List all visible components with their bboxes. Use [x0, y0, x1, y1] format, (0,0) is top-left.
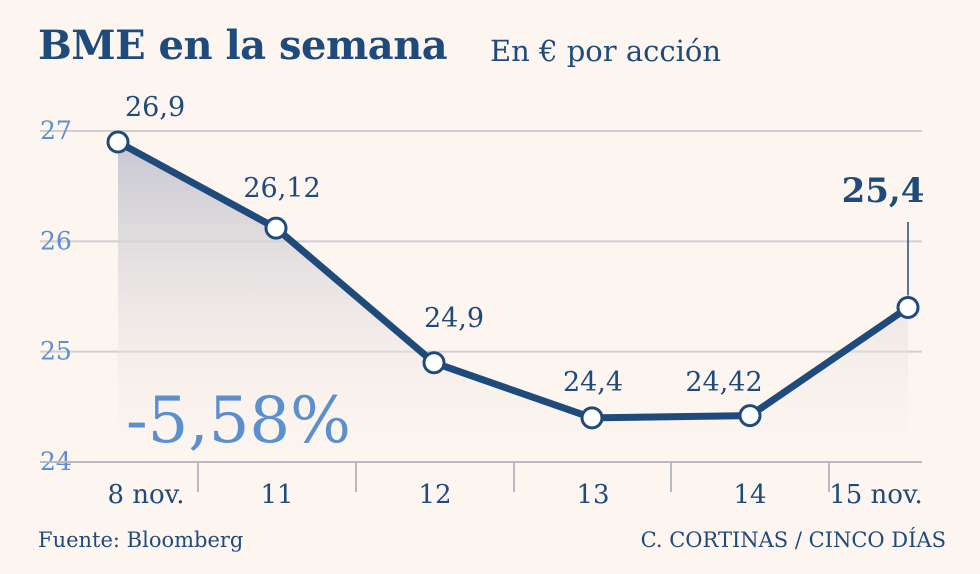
- y-tick-label: 25: [40, 337, 72, 366]
- chart-subtitle: En € por acción: [490, 34, 722, 68]
- series-line: [114, 138, 912, 422]
- x-tick-label: 11: [260, 480, 293, 510]
- data-point: [580, 406, 604, 430]
- x-tick-label: 15 nov.: [829, 480, 923, 510]
- data-label: 25,4: [842, 171, 925, 211]
- data-point: [422, 351, 446, 375]
- credit-note: C. CORTINAS / CINCO DÍAS: [640, 528, 946, 552]
- y-tick-label: 27: [40, 116, 72, 145]
- source-note: Fuente: Bloomberg: [38, 528, 244, 552]
- x-tick-label: 14: [733, 480, 766, 510]
- data-label: 24,9: [424, 303, 484, 334]
- area-fill: [118, 142, 908, 463]
- chart-title: BME en la semana: [38, 22, 448, 69]
- data-point: [896, 296, 920, 320]
- x-tick-label: 8 nov.: [107, 480, 184, 510]
- data-point: [264, 216, 288, 240]
- data-label: 24,42: [685, 367, 762, 398]
- data-point: [106, 130, 130, 154]
- change-annotation: -5,58%: [126, 384, 351, 458]
- data-label: 26,9: [125, 92, 185, 123]
- data-label: 24,4: [563, 367, 623, 398]
- y-tick-label: 26: [40, 226, 72, 255]
- data-label-layer: 26,9 26,12 24,9 24,4 24,42 25,4: [125, 92, 924, 398]
- x-tick-label: 13: [576, 480, 609, 510]
- data-label: 26,12: [243, 173, 320, 204]
- series-layer: [106, 130, 920, 430]
- x-tick-label: 12: [418, 480, 451, 510]
- data-point: [738, 404, 762, 428]
